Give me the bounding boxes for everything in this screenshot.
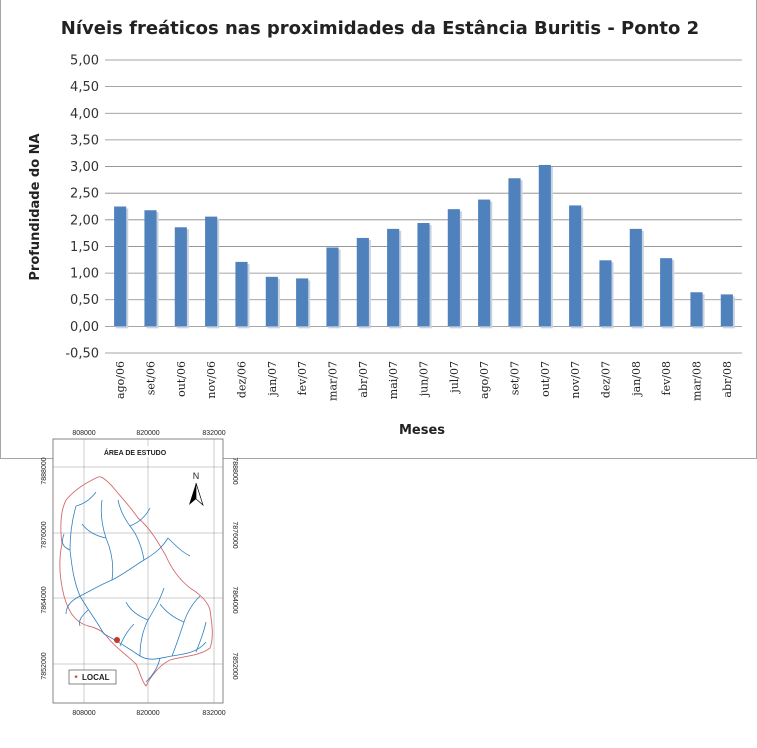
bar [690,292,703,327]
x-tick-label: dez/06 [236,361,249,398]
map-y-tick-left: 7864000 [41,586,48,613]
y-axis-label: Profundidade do NA [28,133,43,280]
map-inset: 808000 820000 832000 808000 820000 83200… [0,420,246,747]
x-tick-label: jan/08 [630,361,643,398]
x-tick-label: mar/07 [327,361,340,401]
x-tick-label: ago/07 [478,361,491,399]
bar [296,278,309,327]
bar [720,294,733,327]
map-y-tick-right: 7888000 [231,457,238,484]
map-y-tick-left: 7876000 [41,521,48,548]
x-tick-label: abr/08 [721,361,734,398]
bar [205,216,218,327]
bar [144,210,157,327]
river-network [61,491,207,683]
bar [417,223,430,327]
y-tick-label: 0,50 [70,293,99,308]
map-x-tick-bottom: 832000 [202,710,225,717]
map-y-tick-right: 7876000 [231,521,238,548]
x-tick-label: jul/07 [448,361,461,395]
x-tick-label: abr/07 [357,361,370,398]
map-legend-box [68,669,117,685]
bar [478,199,491,327]
y-tick-labels: -0,50 0,00 0,50 1,00 1,50 2,00 2,50 3,00 3,50 4,0… [65,54,99,362]
north-arrow-icon [189,482,204,507]
x-tick-label: mar/08 [691,361,704,401]
y-tick-label: 1,00 [70,267,99,282]
map-title: ÁREA DE ESTUDO [104,448,167,457]
bar [114,206,127,327]
y-tick-label: 2,00 [70,213,99,228]
north-label: N [193,471,200,481]
bar [387,228,400,327]
map-y-tick-right: 7864000 [231,586,238,613]
x-axis-label: Meses [399,423,445,438]
x-tick-label: out/06 [175,361,188,397]
bar-layer [114,164,735,329]
x-tick-label: jun/07 [418,361,431,398]
y-tick-label: 4,00 [70,107,99,122]
bar [326,247,339,327]
y-tick-label: -0,50 [65,347,99,362]
map-border [52,438,224,704]
map-legend-symbol: * [74,674,78,683]
map-svg: 808000 820000 832000 808000 820000 83200… [41,430,238,717]
x-tick-label: out/07 [539,361,552,397]
bar [629,228,642,327]
x-tick-label: fev/07 [296,361,309,396]
bar [447,209,460,327]
map-x-tick-top: 820000 [136,430,159,437]
bar [174,227,187,327]
y-tick-label: 2,50 [70,187,99,202]
chart-title: Níveis freáticos nas proximidades da Est… [61,18,699,39]
map-y-tick-right: 7852000 [231,652,238,679]
y-tick-label: 5,00 [70,54,99,69]
map-x-tick-top: 808000 [72,430,95,437]
x-tick-label: ago/06 [114,361,127,399]
y-tick-label: 1,50 [70,240,99,255]
basin-outline [59,476,213,687]
map-x-tick-bottom: 808000 [72,710,95,717]
x-tick-label: set/06 [145,361,158,395]
x-tick-label: set/07 [509,361,522,395]
map-x-tick-bottom: 820000 [136,710,159,717]
x-tick-labels: ago/06 set/06 out/06 nov/06 dez/06 jan/07 fev/… [114,361,734,401]
map-y-tick-left: 7852000 [41,652,48,679]
x-tick-label: jan/07 [266,361,279,398]
x-tick-label: dez/07 [600,361,613,398]
x-tick-label: nov/06 [205,361,218,399]
bar [538,164,551,327]
y-tick-label: 0,00 [70,320,99,335]
chart-frame: Níveis freáticos nas proximidades da Est… [0,0,757,459]
bar [599,260,612,327]
map-x-tick-top: 832000 [202,430,225,437]
x-tick-label: mai/07 [387,361,400,399]
map-legend-label: LOCAL [82,673,110,682]
x-tick-label: nov/07 [569,361,582,399]
bar [569,205,582,327]
map-y-tick-left: 7888000 [41,457,48,484]
bar [265,276,278,327]
location-marker-icon [114,637,120,643]
bar [660,258,673,327]
bar [508,178,521,327]
bar [235,261,248,327]
x-tick-label: fev/08 [660,361,673,396]
y-tick-label: 4,50 [70,80,99,95]
bar [356,237,369,327]
y-tick-label: 3,50 [70,133,99,148]
map-title-bg [95,446,175,457]
chart-svg: Níveis freáticos nas proximidades da Est… [28,18,742,438]
y-tick-label: 3,00 [70,160,99,175]
